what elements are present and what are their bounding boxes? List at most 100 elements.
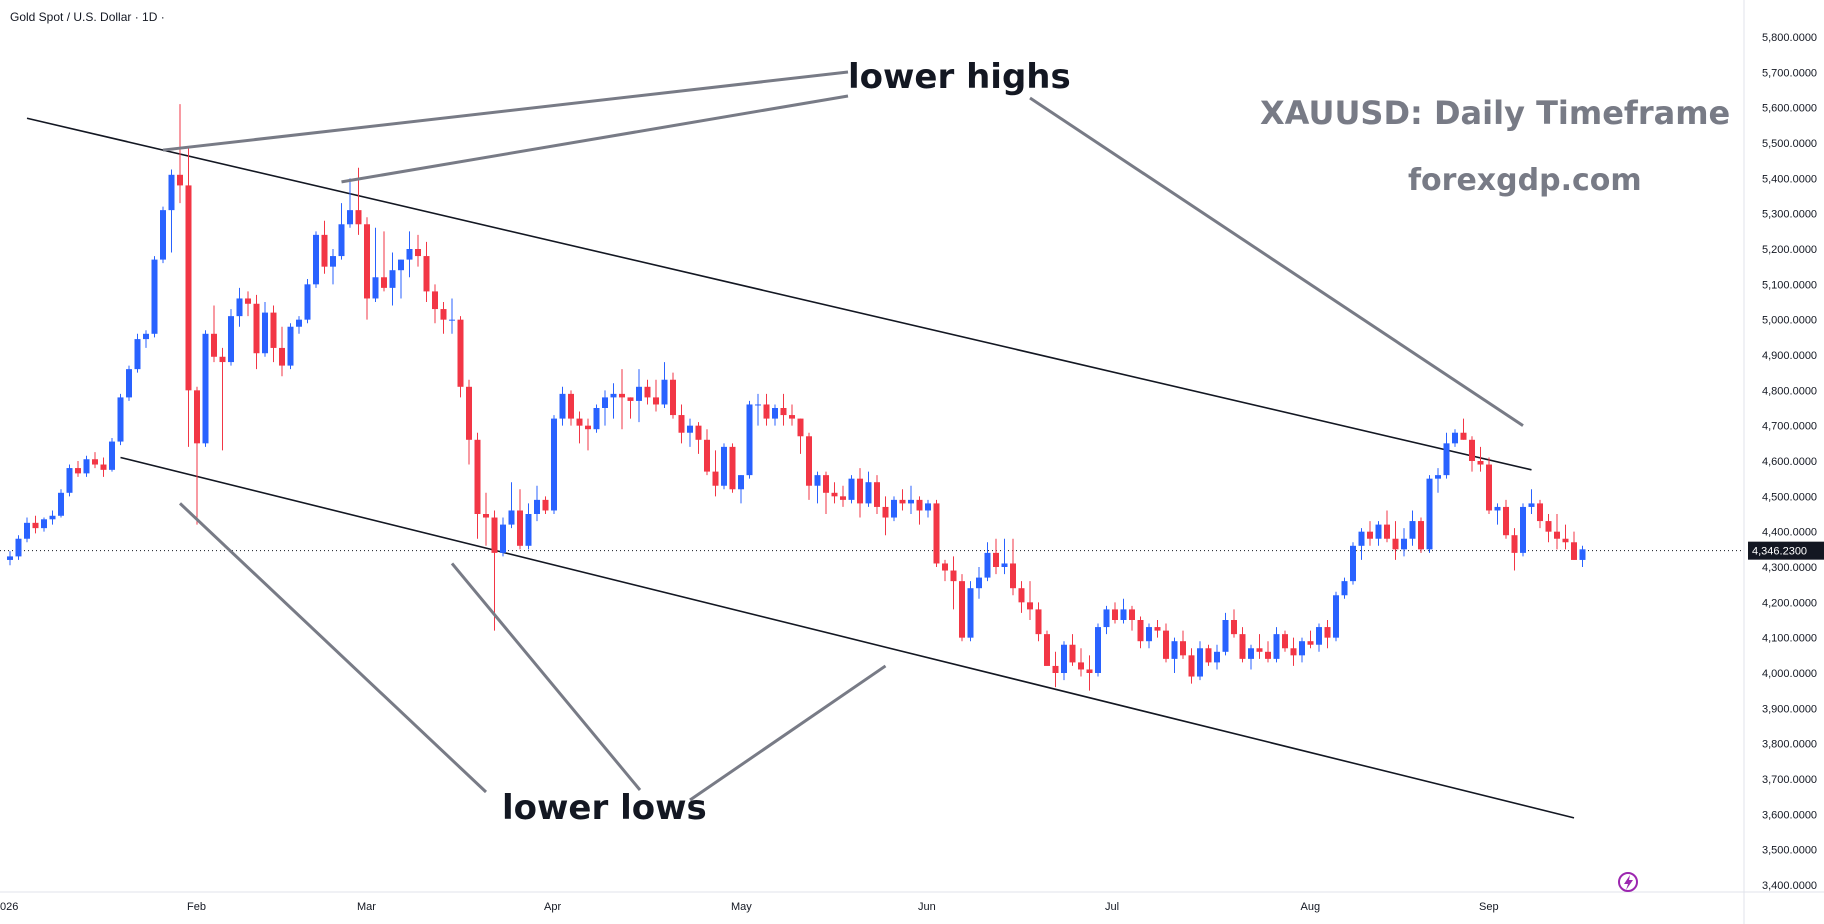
candle-body <box>7 556 13 560</box>
candle <box>636 369 642 423</box>
candle-body <box>1205 648 1212 663</box>
price-tick-label: 5,100.0000 <box>1762 279 1817 291</box>
candle-body <box>58 492 64 516</box>
candle <box>1018 581 1025 613</box>
symbol-title[interactable]: Gold Spot / U.S. Dollar · 1D · <box>10 10 165 24</box>
price-tick-label: 4,300.0000 <box>1762 562 1817 574</box>
candle <box>1341 577 1348 599</box>
candle <box>823 471 829 514</box>
candle <box>1035 602 1042 642</box>
candle <box>1375 521 1382 546</box>
lower-lows-label: lower lows <box>502 788 707 828</box>
annotation-pointer <box>162 70 849 152</box>
candle <box>66 464 73 497</box>
candle-body <box>1409 521 1416 539</box>
candle-body <box>253 303 260 354</box>
channel-lines <box>26 117 1575 819</box>
candle <box>1282 630 1288 652</box>
candle-body <box>245 298 251 304</box>
candle-body <box>746 404 753 476</box>
candle <box>1052 651 1059 688</box>
candle <box>1367 521 1373 546</box>
candle <box>746 400 753 479</box>
candle <box>1358 528 1365 560</box>
candle <box>763 393 770 426</box>
time-axis[interactable]: 026 Feb Mar Apr May Jun Jul Aug Sep <box>0 901 1499 913</box>
candle-body <box>908 499 914 504</box>
candle <box>304 279 311 324</box>
candle-body <box>882 506 889 518</box>
candle <box>160 206 166 264</box>
candle-body <box>194 390 200 444</box>
site-label: forexgdp.com <box>1408 163 1642 198</box>
candle-body <box>228 316 234 363</box>
price-axis[interactable]: 5,800.0000 5,700.0000 5,600.0000 5,500.0000… <box>1748 32 1824 892</box>
candle-body <box>806 436 812 486</box>
candle <box>491 510 498 631</box>
candle-body <box>525 514 532 546</box>
candle-body <box>24 522 30 539</box>
candle-body <box>160 210 166 260</box>
candle <box>602 390 608 426</box>
candle <box>644 379 651 405</box>
annotation-pointer <box>1029 96 1524 427</box>
candle-body <box>1078 662 1084 670</box>
candle <box>1316 623 1322 652</box>
candle-body <box>1503 506 1509 536</box>
candle <box>236 287 243 327</box>
candle <box>653 379 659 412</box>
candle <box>1520 503 1526 557</box>
candle <box>1061 641 1067 681</box>
candle <box>1307 630 1314 649</box>
candle <box>211 305 217 363</box>
candle-body <box>840 496 846 500</box>
candle-body <box>1469 439 1475 461</box>
candle <box>619 369 625 430</box>
candle-body <box>389 270 396 288</box>
candle <box>534 485 540 522</box>
annotation-pointer <box>689 664 887 802</box>
price-tick-label: 5,700.0000 <box>1762 67 1817 79</box>
candle <box>24 517 30 543</box>
candle <box>338 203 345 260</box>
lightning-icon[interactable] <box>1618 872 1638 892</box>
candle <box>1384 510 1390 543</box>
candle-body <box>1069 644 1076 663</box>
candle-body <box>534 499 540 514</box>
candle-body <box>1316 627 1322 645</box>
candle-body <box>66 468 73 493</box>
candle-body <box>1052 665 1059 673</box>
candle <box>1146 623 1152 649</box>
price-tick-label: 4,600.0000 <box>1762 456 1817 468</box>
candle-body <box>729 446 736 490</box>
candle <box>1248 644 1254 670</box>
candle <box>891 496 897 522</box>
candle-body <box>627 397 634 401</box>
candle <box>151 256 158 338</box>
candle <box>789 404 795 426</box>
candle-body <box>304 284 311 320</box>
candle-body <box>1171 641 1178 659</box>
candle <box>194 386 200 525</box>
candle <box>797 418 804 454</box>
candle <box>704 429 710 476</box>
candle-body <box>1333 595 1339 638</box>
candle <box>1265 641 1271 663</box>
candle <box>687 418 693 447</box>
candle-body <box>415 249 421 257</box>
candle <box>41 517 47 532</box>
candle-body <box>1027 602 1033 610</box>
candle <box>1001 538 1008 575</box>
price-tick-label: 4,700.0000 <box>1762 421 1817 433</box>
candle <box>219 347 226 451</box>
annotation-pointer <box>450 562 642 791</box>
candle-body <box>551 418 557 511</box>
candle <box>551 415 557 514</box>
price-tick-label: 3,700.0000 <box>1762 774 1817 786</box>
candle-body <box>678 415 685 433</box>
candle <box>372 227 379 302</box>
candle-body <box>32 522 39 529</box>
candle-body <box>1350 545 1356 582</box>
candle-body <box>83 459 90 474</box>
